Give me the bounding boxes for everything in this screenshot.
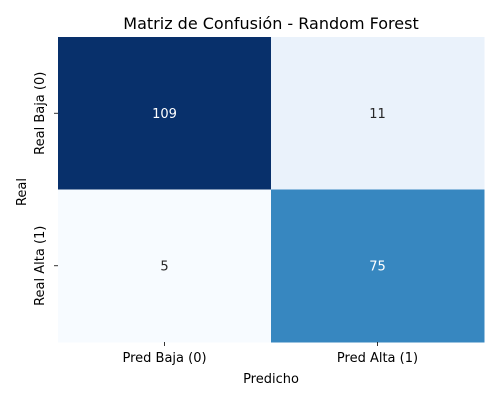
x-axis-label: Predicho xyxy=(243,372,299,387)
x-tick-label: Pred Alta (1) xyxy=(337,351,418,366)
y-tick-label: Real Baja (0) xyxy=(33,72,48,155)
chart-title: Matriz de Confusión - Random Forest xyxy=(123,14,418,33)
cell-value-r0-c1: 11 xyxy=(369,107,386,122)
axis-ticks: Pred Baja (0) Pred Alta (1) Real Baja (0) R… xyxy=(33,72,418,366)
y-tick-label: Real Alta (1) xyxy=(33,226,48,306)
cell-value-r0-c0: 109 xyxy=(152,107,177,122)
x-tick-label: Pred Baja (0) xyxy=(122,351,206,366)
cell-value-r1-c0: 5 xyxy=(160,259,168,274)
cell-annotations: 109 11 5 75 xyxy=(152,107,386,275)
heatmap-cell-r1-c0 xyxy=(58,189,272,343)
cell-value-r1-c1: 75 xyxy=(369,259,386,274)
heatmap-cell-r0-c0 xyxy=(58,37,272,190)
heatmap-cell-r0-c1 xyxy=(271,37,485,190)
y-axis-label: Real xyxy=(15,178,30,206)
heatmap-cell-r1-c1 xyxy=(271,189,485,343)
heatmap-cells xyxy=(58,37,485,343)
